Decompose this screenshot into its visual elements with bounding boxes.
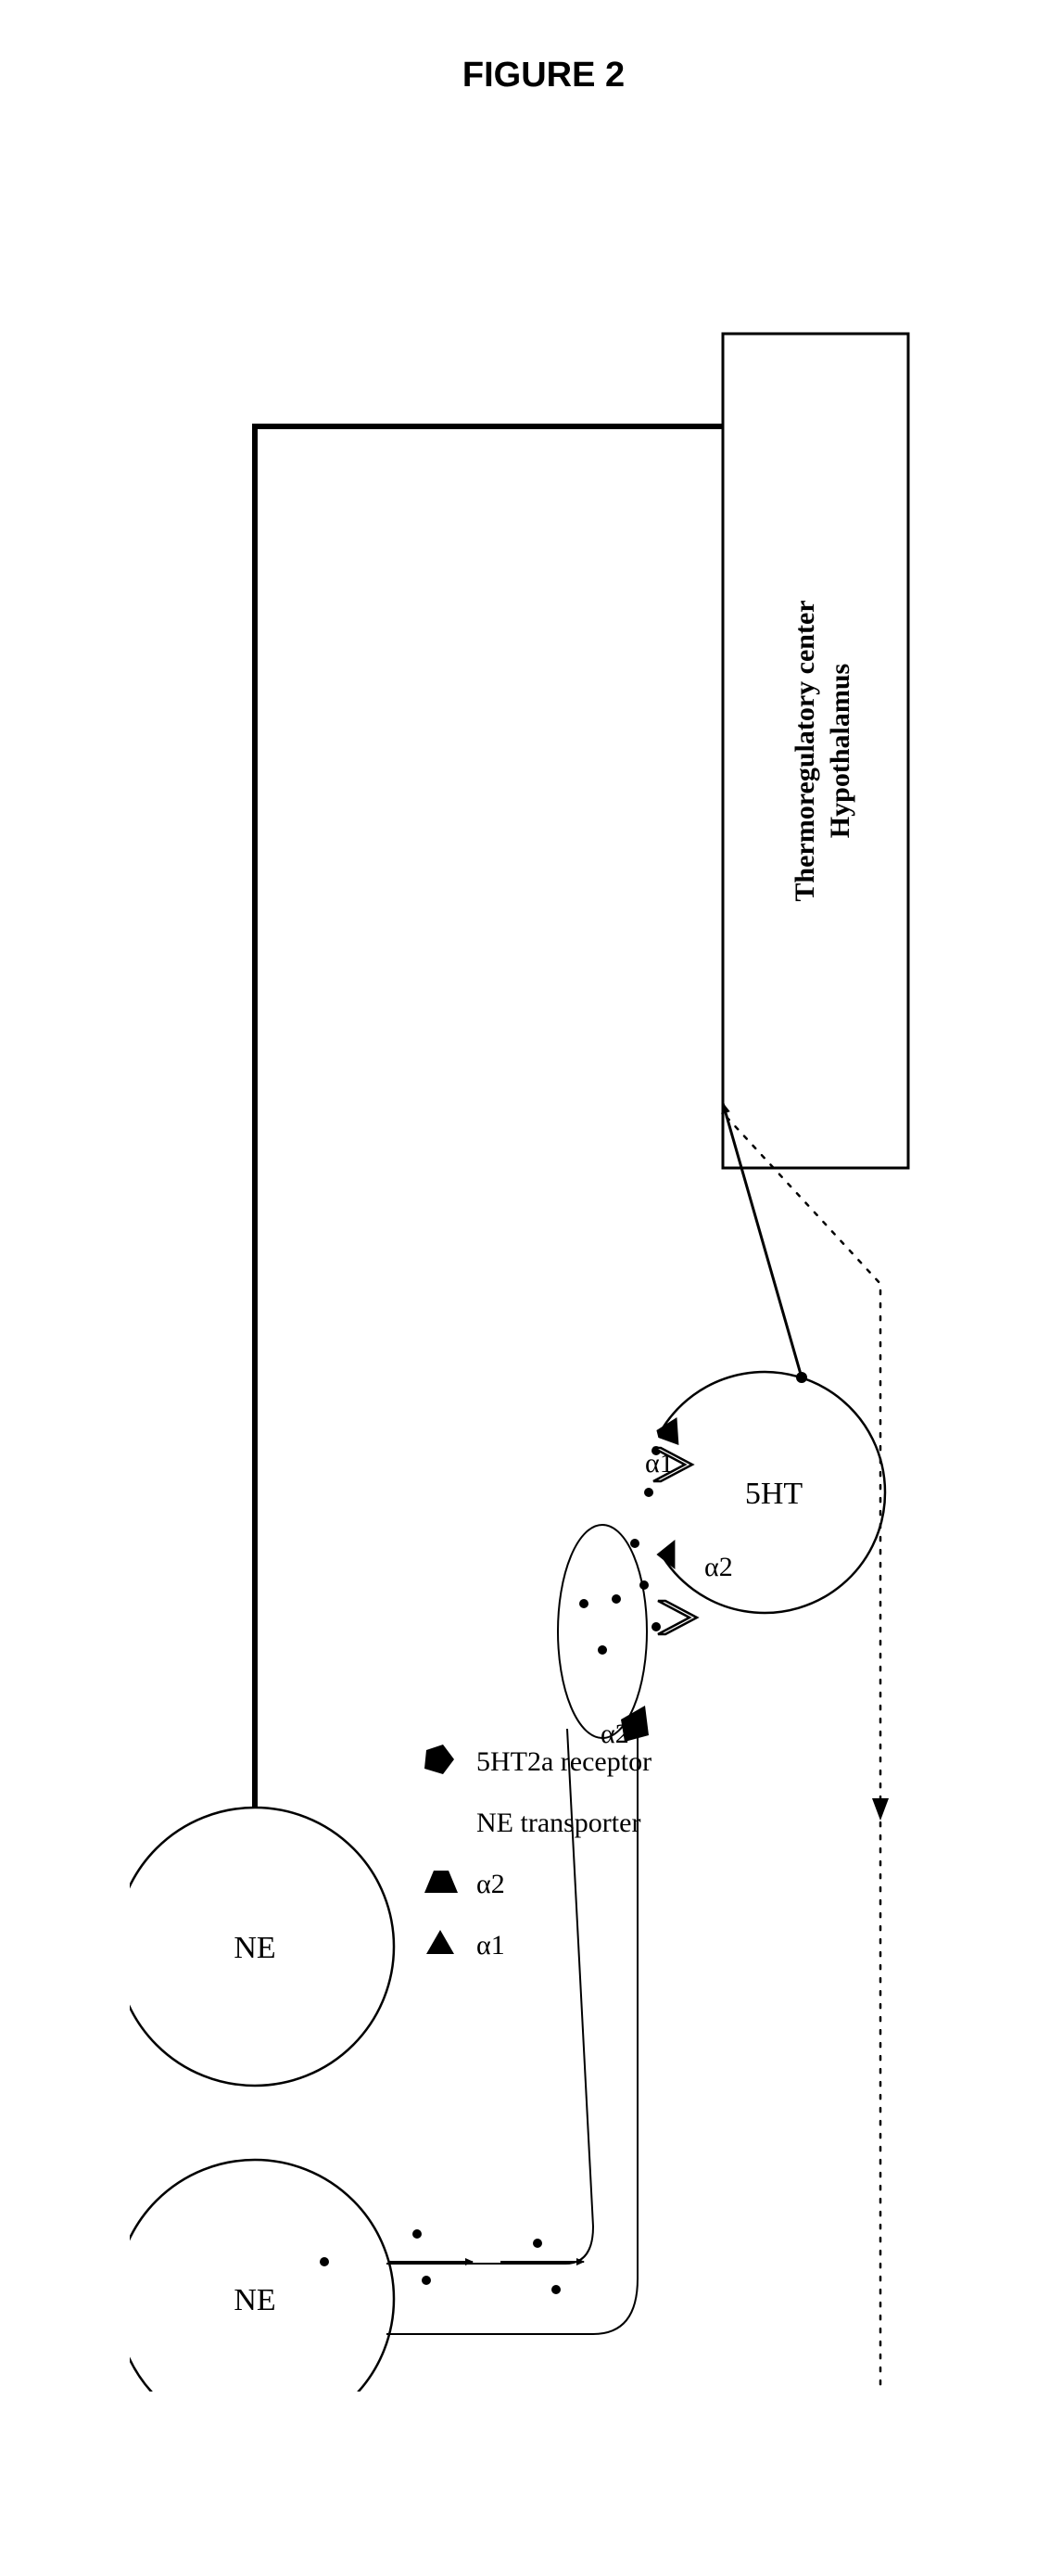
svg-text:5HT2a receptor: 5HT2a receptor	[476, 1746, 652, 1777]
svg-text:α2: α2	[476, 1869, 505, 1899]
svg-text:NE transporter: NE transporter	[476, 1808, 640, 1838]
svg-text:NE: NE	[234, 1931, 275, 1965]
diagram-svg: Thermoregulatory centerHypothalamus NE NE 5…	[130, 167, 964, 2392]
svg-text:Hypothalamus: Hypothalamus	[825, 664, 855, 838]
svg-text:α2: α2	[704, 1552, 733, 1582]
diagram-container: Thermoregulatory centerHypothalamus NE NE 5…	[130, 167, 964, 2392]
svg-text:α1: α1	[476, 1930, 505, 1961]
svg-text:Thermoregulatory center: Thermoregulatory center	[790, 600, 820, 901]
svg-text:5HT: 5HT	[745, 1477, 803, 1511]
figure-title: FIGURE 2	[19, 56, 1050, 95]
svg-text:α2: α2	[601, 1719, 629, 1749]
svg-text:NE: NE	[234, 2283, 275, 2317]
page: FIGURE 2 Thermoregulatory centerHypothal…	[19, 19, 1050, 2557]
